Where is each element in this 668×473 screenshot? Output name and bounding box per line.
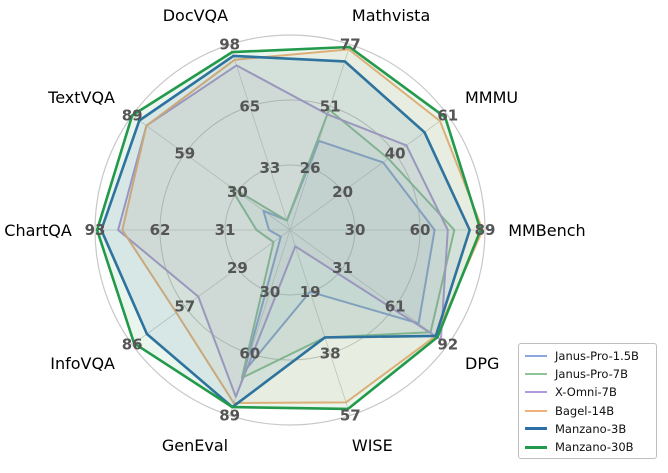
axis-label-mathvista: Mathvista xyxy=(352,6,430,25)
grid-spoke xyxy=(229,44,291,231)
axis-label-textvqa: TextVQA xyxy=(47,88,115,107)
axis-label-infovqa: InfoVQA xyxy=(50,354,115,373)
radar-tick-labels: 26 51 77 20 40 61 30 60 89 31 61 92 19 38 57 30 60 89 29 57… xyxy=(85,36,496,425)
legend-swatch xyxy=(525,427,547,431)
tick-label: 57 xyxy=(174,297,195,315)
radar-series xyxy=(95,45,484,411)
legend-swatch xyxy=(525,409,547,412)
legend-item: Manzano-3B xyxy=(525,420,650,438)
series-x-omni-7b xyxy=(117,64,449,398)
axis-label-mmmu: MMMU xyxy=(465,88,518,107)
tick-label: 31 xyxy=(332,259,353,277)
grid-spoke xyxy=(289,115,448,231)
tick-label: 19 xyxy=(300,283,321,301)
tick-label: 61 xyxy=(437,106,458,124)
axis-label-docvqa: DocVQA xyxy=(163,6,228,25)
tick-label: 86 xyxy=(122,336,143,354)
axis-label-chartqa: ChartQA xyxy=(4,221,72,240)
tick-label: 89 xyxy=(122,106,143,124)
axis-label-dpg: DPG xyxy=(465,354,499,373)
legend-label: Bagel-14B xyxy=(555,403,615,418)
tick-label: 30 xyxy=(227,183,248,201)
tick-label: 98 xyxy=(219,36,240,54)
legend-item: Janus-Pro-7B xyxy=(525,365,650,383)
axis-label-wise: WISE xyxy=(352,436,393,455)
tick-label: 29 xyxy=(227,259,248,277)
legend-swatch xyxy=(525,355,547,358)
tick-label: 57 xyxy=(340,407,361,425)
legend-label: Manzano-30B xyxy=(555,440,634,455)
tick-label: 89 xyxy=(475,221,496,239)
tick-label: 60 xyxy=(239,345,260,363)
grid-spoke xyxy=(289,229,448,345)
tick-label: 77 xyxy=(340,36,361,54)
legend-item: Bagel-14B xyxy=(525,402,650,420)
legend-swatch xyxy=(525,373,547,376)
tick-label: 60 xyxy=(410,221,431,239)
tick-label: 59 xyxy=(174,145,195,163)
legend-item: Manzano-30B xyxy=(525,438,650,456)
legend-label: Janus-Pro-7B xyxy=(555,367,628,382)
legend: Janus-Pro-1.5B Janus-Pro-7B X-Omni-7B Bagel… xyxy=(518,343,657,459)
tick-label: 26 xyxy=(300,159,321,177)
legend-swatch xyxy=(525,391,547,394)
legend-item: X-Omni-7B xyxy=(525,383,650,401)
radar-axis-labels: Mathvista MMMU MMBench DPG WISE GenEval InfoVQ… xyxy=(4,6,585,455)
legend-swatch xyxy=(525,445,547,449)
grid-spoke xyxy=(289,44,351,231)
legend-label: X-Omni-7B xyxy=(555,385,617,400)
tick-label: 51 xyxy=(320,97,341,115)
axis-label-mmbench: MMBench xyxy=(508,221,586,240)
tick-label: 38 xyxy=(320,345,341,363)
tick-label: 31 xyxy=(215,221,236,239)
tick-label: 20 xyxy=(332,183,353,201)
tick-label: 40 xyxy=(385,145,406,163)
tick-label: 62 xyxy=(150,221,171,239)
tick-label: 65 xyxy=(239,97,260,115)
tick-label: 89 xyxy=(219,407,240,425)
tick-label: 93 xyxy=(85,221,106,239)
tick-label: 30 xyxy=(259,283,280,301)
tick-label: 33 xyxy=(259,159,280,177)
tick-label: 30 xyxy=(345,221,366,239)
tick-label: 92 xyxy=(437,336,458,354)
legend-label: Manzano-3B xyxy=(555,421,627,436)
legend-item: Janus-Pro-1.5B xyxy=(525,347,650,365)
legend-label: Janus-Pro-1.5B xyxy=(555,349,639,364)
series-janus-pro-7b xyxy=(228,108,456,379)
tick-label: 61 xyxy=(385,297,406,315)
series-manzano-30b xyxy=(95,45,482,411)
axis-label-geneval: GenEval xyxy=(162,436,228,455)
grid-spoke xyxy=(132,229,291,345)
grid-spoke xyxy=(289,229,351,416)
